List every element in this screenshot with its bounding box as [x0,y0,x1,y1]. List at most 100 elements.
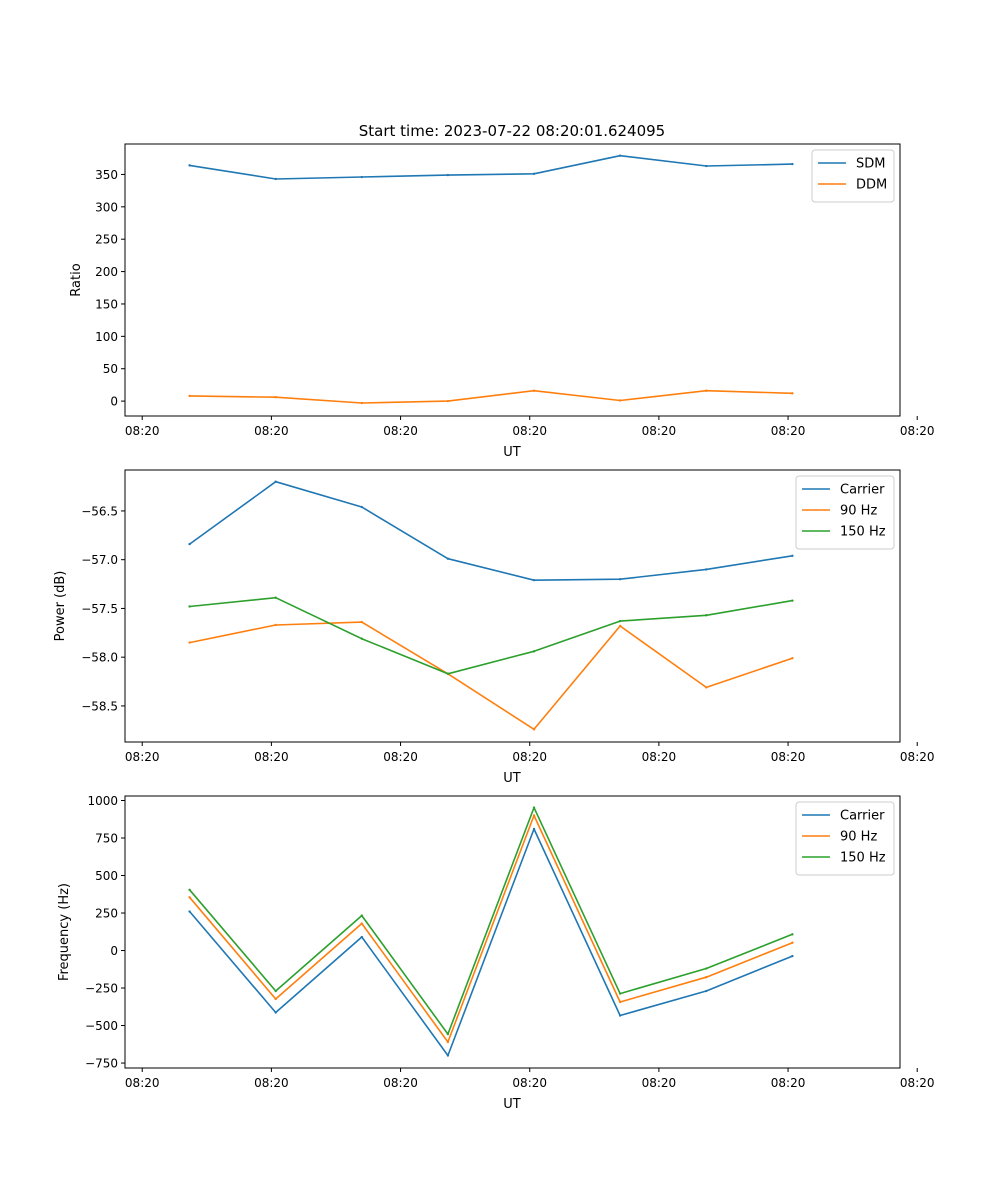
data-point-90-hz [188,641,191,644]
data-point-ddm [274,396,277,399]
series-line-150-hz [188,806,794,1035]
x-axis: 08:20 08:20 08:20 08:20 08:20 08:20 08:20 [125,416,935,438]
x-axis: 08:20 08:20 08:20 08:20 08:20 08:20 08:20 [125,742,935,764]
legend: Carrier 90 Hz 150 Hz [795,475,895,550]
data-point-90-hz [618,1000,622,1004]
data-point-carrier [360,505,364,509]
data-point-90-hz [188,896,191,899]
data-point-carrier [274,1011,277,1014]
x-axis-label: UT [503,1097,521,1112]
legend-label-90-hz: 90 Hz [840,504,877,519]
y-tick-label: 750 [95,832,118,846]
data-point-150-hz [532,650,536,653]
series-line-carrier [188,480,794,582]
data-point-90-hz [791,941,794,944]
data-point-150-hz [705,614,708,617]
legend-label-150-hz: 150 Hz [840,851,886,866]
data-point-150-hz [705,967,708,970]
y-tick-label: 50 [103,362,118,376]
plot-frame [124,469,901,743]
power-plot: 08:20 08:20 08:20 08:20 08:20 08:20 08:20 UT −56… [53,469,935,786]
y-tick-label: −500 [85,1019,118,1033]
data-point-carrier [532,578,536,582]
data-point-carrier [532,827,536,831]
x-tick-label: 08:20 [125,750,160,764]
legend-label-sdm: SDM [856,157,885,172]
legend-label-90-hz: 90 Hz [840,830,877,845]
data-point-sdm [791,162,794,166]
data-point-sdm [705,164,708,168]
y-tick-label: 0 [110,395,118,409]
x-tick-label: 08:20 [125,1076,160,1090]
chart-title: Start time: 2023-07-22 08:20:01.624095 [359,122,665,140]
data-point-90-hz [360,922,364,925]
data-point-sdm [532,172,536,175]
data-point-90-hz [705,976,708,979]
data-point-150-hz [446,1032,450,1036]
data-point-carrier [446,557,450,560]
y-tick-label: −750 [85,1057,118,1071]
data-point-carrier [188,910,191,913]
data-point-sdm [274,177,277,181]
ratio-plot: 08:20 08:20 08:20 08:20 08:20 08:20 08:20 UT 0 50… [69,143,935,460]
x-tick-label: 08:20 [383,1076,418,1090]
y-tick-label: 100 [95,330,118,344]
series-line-sdm [188,154,794,180]
y-axis: 1000 750 500 250 0 −250 −500 −750 [85,794,125,1071]
data-point-ddm [618,399,622,402]
y-tick-label: 500 [95,869,118,883]
data-point-carrier [791,954,794,958]
data-point-150-hz [791,599,794,602]
y-tick-label: 1000 [87,794,118,808]
series-line-90-hz [188,621,794,731]
data-point-90-hz [791,656,794,660]
data-point-150-hz [446,672,450,675]
data-point-sdm [188,164,191,167]
x-tick-label: 08:20 [254,1076,289,1090]
series-line-ddm [188,389,794,404]
x-tick-label: 08:20 [512,424,547,438]
series-line-90-hz [188,814,794,1043]
data-point-150-hz [532,806,536,809]
x-tick-label: 08:20 [383,750,418,764]
data-point-90-hz [446,1040,450,1044]
data-point-carrier [705,568,708,571]
data-point-carrier [705,989,708,993]
x-tick-label: 08:20 [771,1076,806,1090]
x-tick-label: 08:20 [512,750,547,764]
legend-label-150-hz: 150 Hz [840,525,886,540]
y-tick-label: 250 [95,907,118,921]
y-tick-label: −56.5 [81,504,118,518]
data-point-150-hz [188,605,191,608]
data-point-ddm [360,401,364,405]
x-tick-label: 08:20 [900,750,935,764]
y-tick-label: 150 [95,297,118,311]
data-point-ddm [532,389,536,392]
data-point-90-hz [532,814,536,817]
legend: SDM DDM [811,149,895,203]
data-point-150-hz [274,989,277,993]
data-point-sdm [446,173,450,177]
y-axis-label: Frequency (Hz) [57,883,72,981]
y-tick-label: 300 [95,200,118,214]
data-point-90-hz [360,620,364,624]
series-line-150-hz [188,596,794,675]
y-tick-label: −57.5 [81,602,118,616]
frequency-plot: 08:20 08:20 08:20 08:20 08:20 08:20 08:20 UT 100… [57,794,935,1112]
data-point-150-hz [791,933,794,936]
data-point-carrier [618,1014,622,1017]
y-tick-label: 250 [95,233,118,247]
x-tick-label: 08:20 [771,750,806,764]
y-tick-label: 350 [95,168,118,182]
x-tick-label: 08:20 [900,424,935,438]
x-tick-label: 08:20 [512,1076,547,1090]
data-point-150-hz [618,992,622,995]
legend-label-carrier: Carrier [840,483,885,498]
y-axis-label: Ratio [69,263,84,296]
data-point-150-hz [360,914,364,917]
y-tick-label: −250 [85,982,118,996]
data-point-ddm [188,394,191,398]
data-point-90-hz [705,686,708,689]
legend: Carrier 90 Hz 150 Hz [795,801,895,876]
legend-label-carrier: Carrier [840,809,885,824]
